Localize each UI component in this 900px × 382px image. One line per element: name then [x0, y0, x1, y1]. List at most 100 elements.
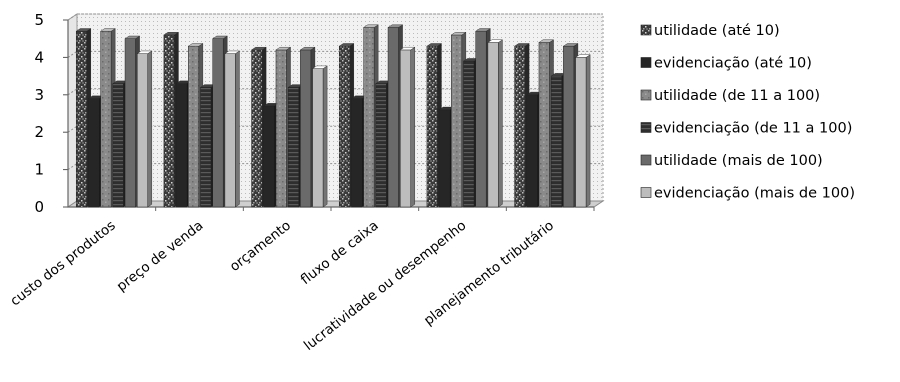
y-tick-label: 1 — [34, 161, 44, 179]
legend-swatch — [640, 122, 652, 133]
category-label: fluxo de caixa — [298, 218, 382, 289]
bar-front — [124, 38, 136, 208]
legend-label: evidenciação (de 11 a 100) — [654, 121, 852, 137]
bar-front — [426, 45, 438, 208]
legend-label: evidenciação (mais de 100) — [654, 186, 855, 202]
axes: 0 1 2 3 4 5 — [34, 11, 595, 216]
bar-front — [100, 30, 112, 208]
bar-front — [550, 75, 562, 208]
bar-front — [88, 98, 100, 208]
bar-front — [487, 42, 499, 208]
bar-top — [513, 43, 530, 47]
legend-label: utilidade (até 10) — [654, 23, 780, 39]
bar-front — [451, 34, 463, 208]
y-tick-label: 2 — [34, 123, 44, 141]
y-tick-label: 0 — [34, 198, 44, 216]
legend-item: evidenciação (mais de 100) — [640, 186, 855, 202]
bar-top — [362, 24, 379, 28]
bar-side — [410, 46, 415, 208]
bar-top — [311, 65, 328, 69]
legend-item: utilidade (até 10) — [640, 23, 780, 39]
bar-top — [124, 35, 141, 39]
legend-label: utilidade (de 11 a 100) — [654, 88, 820, 104]
legend-swatch — [640, 154, 652, 166]
bar-front — [251, 49, 263, 208]
bar-front — [399, 49, 411, 208]
bar — [136, 50, 153, 208]
bar-front — [163, 34, 175, 208]
bar-front — [463, 60, 475, 208]
legend-label: utilidade (mais de 100) — [654, 153, 823, 169]
legend-label: evidenciação (até 10) — [654, 56, 812, 72]
bar-front — [514, 45, 526, 208]
bar-top — [299, 47, 316, 51]
bar-top — [224, 50, 241, 54]
bar-top — [475, 28, 491, 32]
bar-front — [312, 68, 324, 208]
bar-front — [263, 105, 275, 208]
side-wall — [67, 13, 78, 208]
bar-top — [562, 43, 579, 47]
bar-front — [175, 83, 187, 208]
y-tick-label: 4 — [34, 48, 44, 66]
bar-side — [147, 50, 152, 208]
bar-front — [224, 53, 236, 208]
gridline — [67, 13, 603, 21]
category-label: preço de venda — [114, 218, 207, 295]
bar-front — [136, 53, 148, 208]
bar-front — [200, 87, 212, 208]
bar-top — [450, 32, 467, 36]
bar-side — [235, 50, 240, 208]
bar-front — [363, 27, 375, 208]
category-label: lucratividade ou desempenho — [301, 218, 469, 354]
bar-top — [75, 28, 92, 32]
bar-top — [136, 50, 153, 54]
legend: utilidade (até 10) evidenciação (até 10) u… — [640, 23, 855, 202]
bar-top — [399, 47, 416, 51]
bar — [311, 65, 328, 208]
bar — [574, 54, 591, 208]
bar-top — [275, 47, 292, 51]
bar-front — [188, 45, 200, 208]
y-tick-label: 5 — [34, 11, 44, 29]
bar-front — [300, 49, 312, 208]
bar-front — [112, 83, 124, 208]
bar-front — [538, 42, 550, 208]
bar-side — [322, 65, 328, 208]
bar-top — [574, 54, 591, 58]
bars — [75, 24, 591, 208]
y-tick-label: 3 — [34, 86, 44, 104]
bar — [224, 50, 241, 208]
bar-front — [438, 109, 450, 208]
legend-swatch — [640, 187, 652, 198]
legend-item: evidenciação (de 11 a 100) — [640, 121, 852, 137]
bar-top — [487, 39, 504, 43]
legend-item: evidenciação (até 10) — [640, 56, 812, 72]
bar-front — [526, 94, 538, 208]
bar-top — [250, 47, 267, 51]
bar-front — [75, 30, 87, 208]
bar-side — [585, 54, 591, 208]
bar-front — [275, 49, 287, 208]
bar-top — [426, 43, 443, 47]
bar — [487, 39, 504, 208]
bar-top — [538, 39, 555, 43]
bar-front — [475, 30, 487, 208]
bar — [399, 46, 416, 208]
bar-front — [351, 98, 363, 208]
legend-item: utilidade (mais de 100) — [640, 153, 823, 169]
bar-front — [212, 38, 224, 208]
bar-top — [338, 43, 355, 47]
bar-top — [163, 32, 180, 36]
bar-side — [498, 39, 503, 208]
bar-top — [187, 43, 204, 47]
bar-front — [375, 83, 387, 208]
category-label: orçamento — [227, 218, 294, 275]
category-label: custo dos produtos — [7, 218, 118, 310]
bar-front — [563, 45, 575, 208]
bar-top — [387, 24, 404, 28]
bar-front — [287, 87, 299, 208]
legend-swatch — [640, 57, 652, 68]
